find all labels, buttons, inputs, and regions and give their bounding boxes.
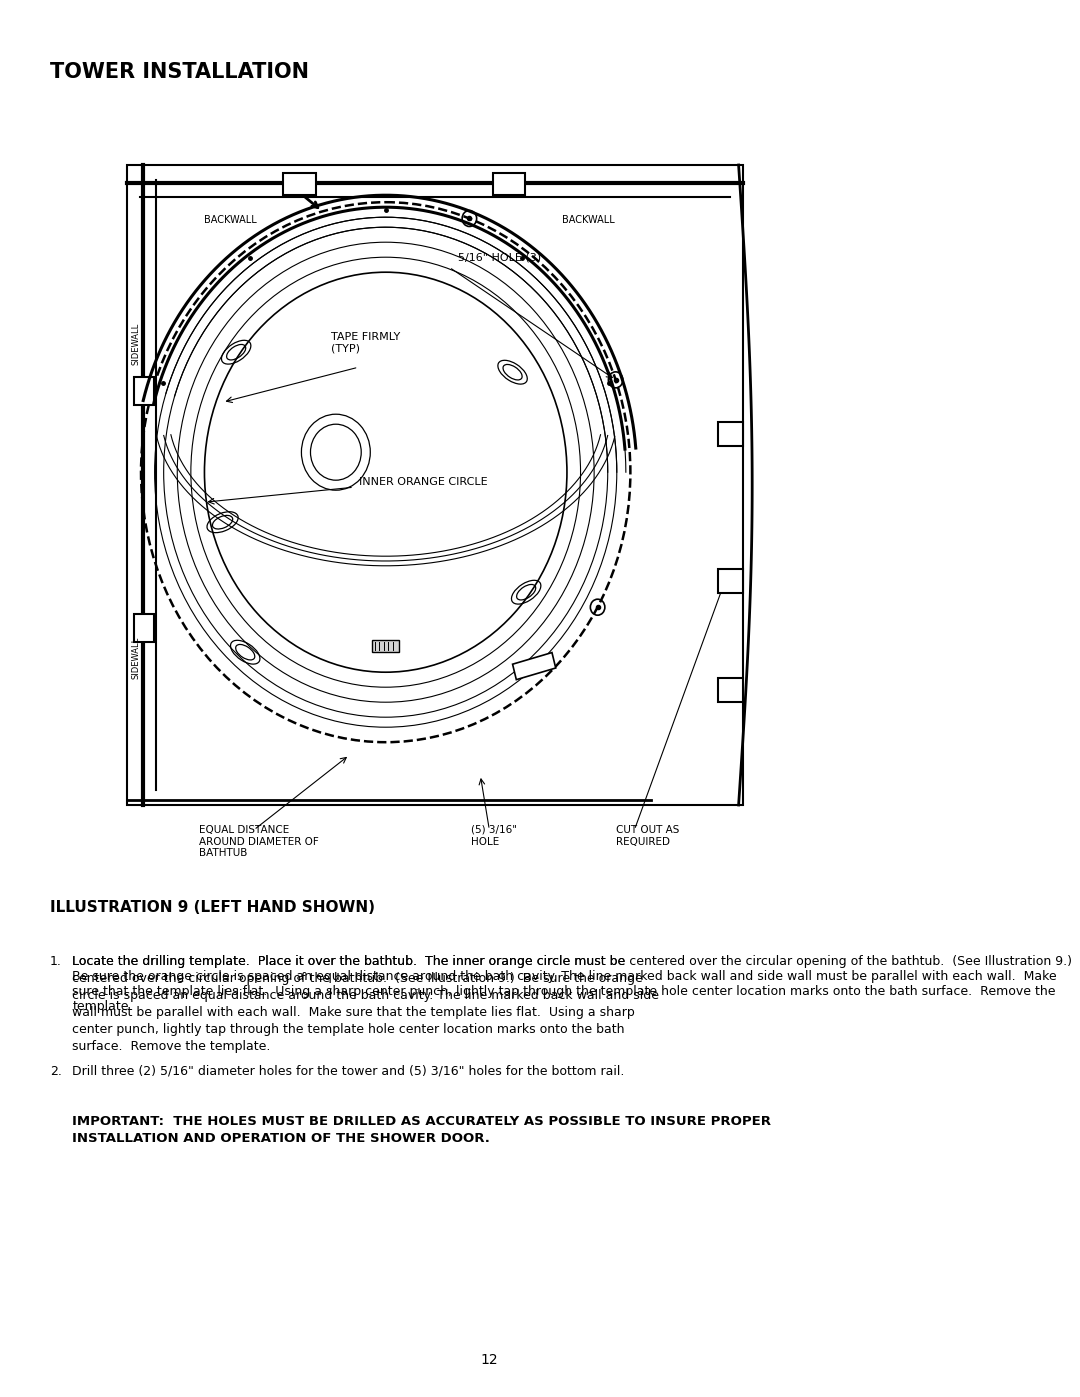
Bar — [718, 422, 743, 446]
Text: Drill three (2) 5/16" diameter holes for the tower and (5) 3/16" holes for the b: Drill three (2) 5/16" diameter holes for… — [72, 1065, 625, 1078]
Bar — [134, 613, 154, 641]
Text: BACKWALL: BACKWALL — [562, 215, 615, 225]
Text: CUT OUT AS
REQUIRED: CUT OUT AS REQUIRED — [617, 826, 679, 847]
Bar — [373, 640, 400, 652]
Text: IMPORTANT:  THE HOLES MUST BE DRILLED AS ACCURATELY AS POSSIBLE TO INSURE PROPER: IMPORTANT: THE HOLES MUST BE DRILLED AS … — [72, 1115, 771, 1146]
Bar — [718, 678, 743, 701]
Text: EQUAL DISTANCE
AROUND DIAMETER OF
BATHTUB: EQUAL DISTANCE AROUND DIAMETER OF BATHTU… — [200, 826, 319, 858]
Text: Locate the drilling template.  Place it over the bathtub.  The inner orange circ: Locate the drilling template. Place it o… — [72, 956, 1077, 1013]
Text: BACKWALL: BACKWALL — [204, 215, 257, 225]
Text: Locate the drilling template.  Place it over the bathtub.  The inner orange circ: Locate the drilling template. Place it o… — [72, 956, 660, 1053]
Bar — [513, 652, 556, 680]
Text: SIDEWALL: SIDEWALL — [132, 637, 140, 679]
Bar — [126, 165, 743, 805]
Text: INNER ORANGE CIRCLE: INNER ORANGE CIRCLE — [359, 478, 487, 488]
Bar — [492, 173, 525, 196]
Text: SIDEWALL: SIDEWALL — [132, 323, 140, 366]
Text: 1.: 1. — [50, 956, 62, 968]
Bar — [718, 569, 743, 592]
Text: 12: 12 — [481, 1354, 498, 1368]
Bar — [283, 173, 315, 196]
Text: ILLUSTRATION 9 (LEFT HAND SHOWN): ILLUSTRATION 9 (LEFT HAND SHOWN) — [50, 900, 375, 915]
Text: (5) 3/16"
HOLE: (5) 3/16" HOLE — [471, 826, 517, 847]
Bar — [134, 377, 154, 405]
Text: 5/16" HOLE (3): 5/16" HOLE (3) — [458, 253, 541, 263]
Text: 2.: 2. — [50, 1065, 62, 1078]
Text: TAPE FIRMLY
(TYP): TAPE FIRMLY (TYP) — [332, 332, 401, 353]
Text: TOWER INSTALLATION: TOWER INSTALLATION — [50, 61, 309, 82]
